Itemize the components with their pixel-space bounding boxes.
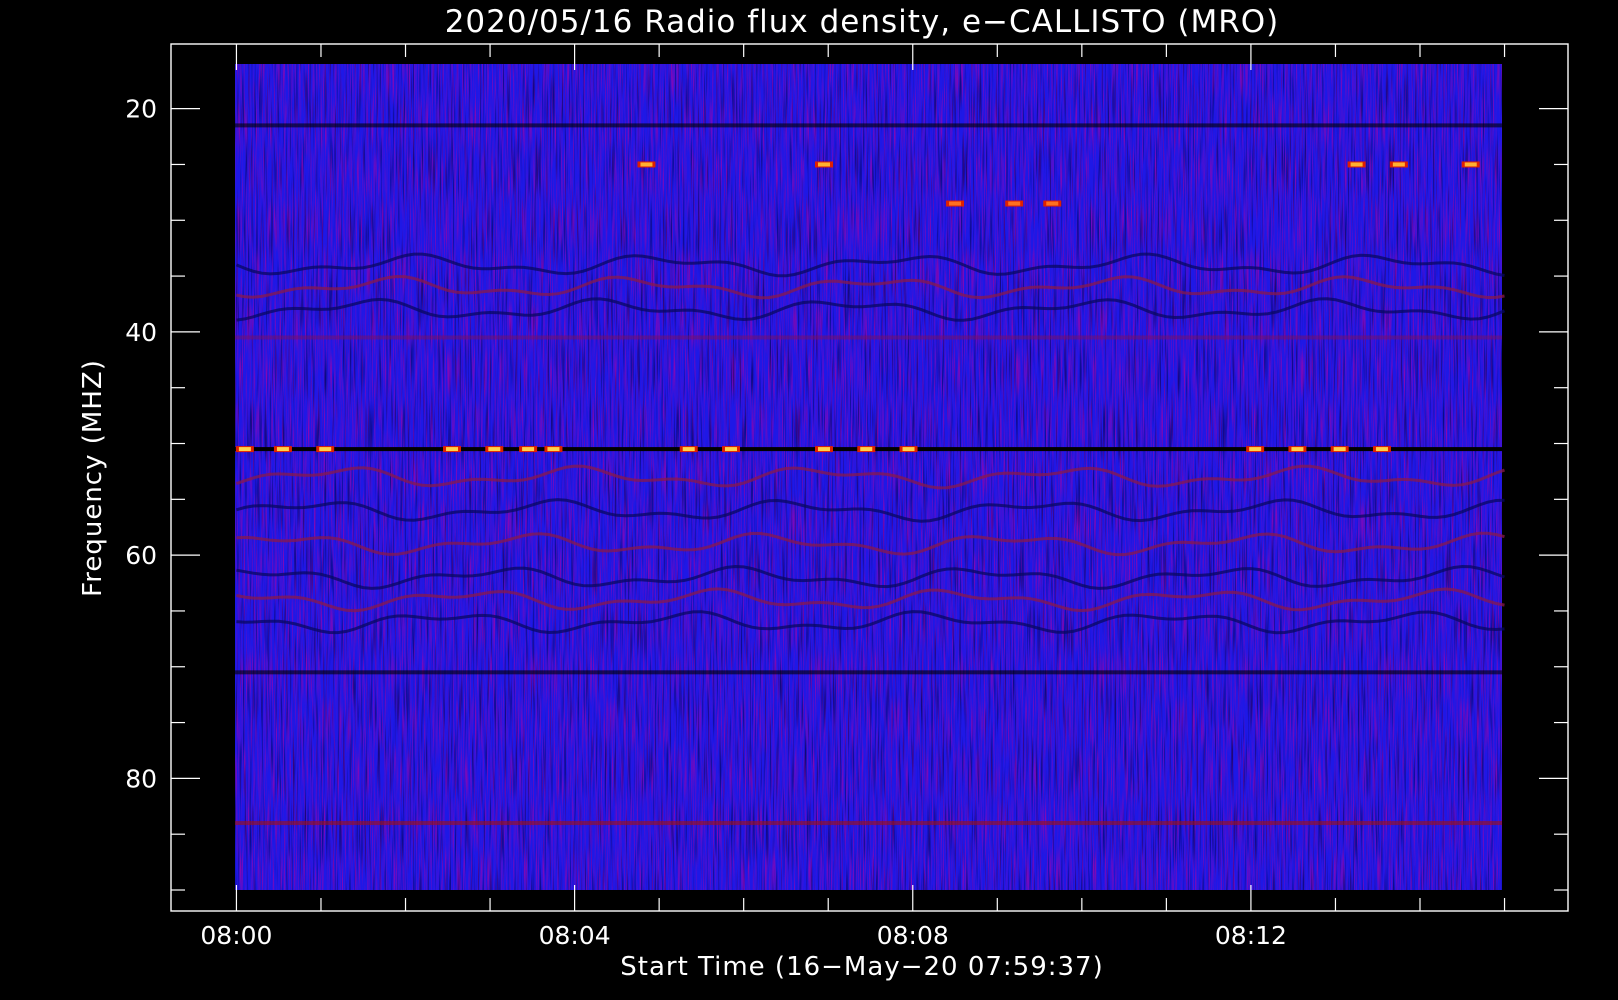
- x-tick-label: 08:04: [539, 921, 611, 950]
- burst-mark: [547, 447, 560, 452]
- y-tick-label: 40: [125, 318, 157, 347]
- burst-mark: [902, 447, 915, 452]
- burst-mark: [1291, 447, 1304, 452]
- burst-mark: [1392, 162, 1405, 167]
- freq-band: [235, 335, 1502, 340]
- burst-mark: [1008, 201, 1021, 206]
- burst-mark: [949, 201, 962, 206]
- burst-mark: [276, 447, 289, 452]
- burst-mark: [724, 447, 737, 452]
- x-tick-label: 08:08: [877, 921, 949, 950]
- freq-band: [235, 123, 1502, 128]
- burst-mark: [1464, 162, 1477, 167]
- y-tick-label: 60: [125, 541, 157, 570]
- freq-band: [235, 821, 1502, 826]
- x-tick-label: 08:00: [200, 921, 272, 950]
- freq-band: [235, 670, 1502, 675]
- burst-mark: [446, 447, 459, 452]
- y-tick-label: 80: [125, 764, 157, 793]
- burst-mark: [860, 447, 873, 452]
- y-axis-title: Frequency (MHZ): [78, 359, 108, 597]
- burst-mark: [319, 447, 332, 452]
- burst-mark: [682, 447, 695, 452]
- burst-mark: [640, 162, 653, 167]
- burst-mark: [1333, 447, 1346, 452]
- burst-mark: [522, 447, 535, 452]
- burst-mark: [1350, 162, 1363, 167]
- x-axis-title: Start Time (16−May−20 07:59:37): [620, 952, 1104, 982]
- burst-mark: [817, 447, 830, 452]
- burst-mark: [238, 447, 251, 452]
- plot-area: [235, 64, 1506, 890]
- burst-mark: [817, 162, 830, 167]
- burst-mark: [1375, 447, 1388, 452]
- x-tick-label: 08:12: [1215, 921, 1287, 950]
- burst-mark: [488, 447, 501, 452]
- spectrogram-noise-dark: [235, 64, 1502, 890]
- axis-ticks: 20 40 60 80 08:00 08:04 08:08 08:12: [125, 44, 1568, 950]
- y-tick-label: 20: [125, 95, 157, 124]
- burst-mark: [1249, 447, 1262, 452]
- chart-title: 2020/05/16 Radio flux density, e−CALLIST…: [445, 4, 1280, 40]
- burst-mark: [1046, 201, 1059, 206]
- plot-frame: [170, 43, 1569, 912]
- spectrogram-bursts: [235, 161, 1480, 453]
